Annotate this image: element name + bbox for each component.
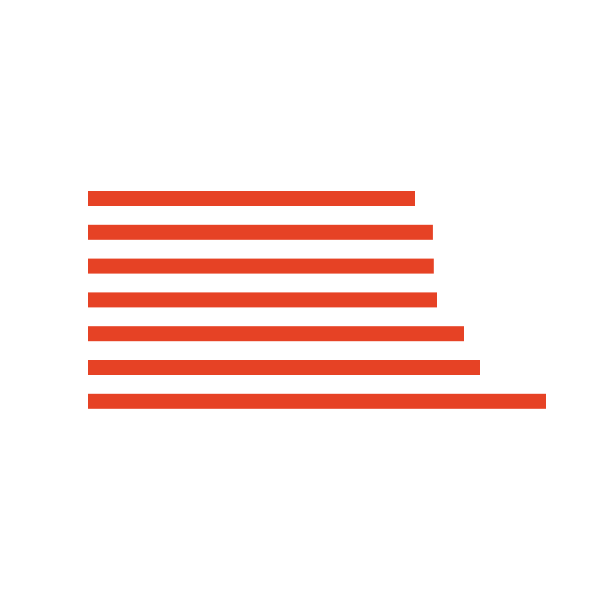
bar-7 [88, 393, 546, 409]
bar-5 [88, 326, 464, 342]
bar-1 [88, 191, 415, 206]
bars-group [88, 191, 546, 409]
bar-6 [88, 360, 480, 375]
bar-3 [88, 258, 434, 274]
bar-4 [88, 292, 437, 308]
bar-2 [88, 224, 433, 240]
